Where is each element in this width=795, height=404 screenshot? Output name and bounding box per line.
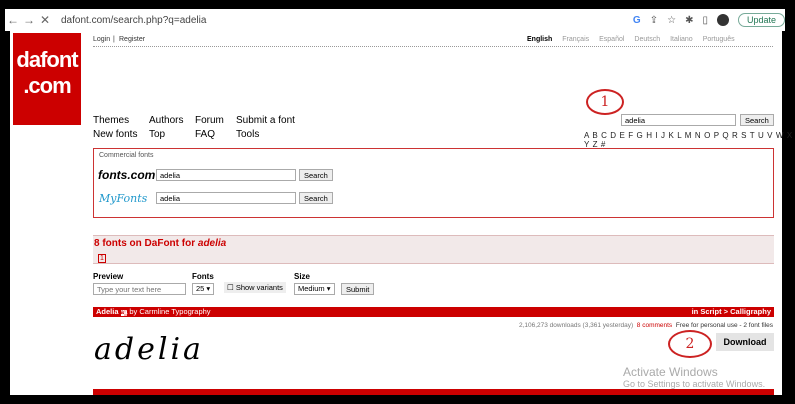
menu-themes[interactable]: Themes xyxy=(93,115,130,126)
submit-button[interactable]: Submit xyxy=(341,283,375,295)
font-title-bar: Adelia aa by Carmline Typography in Scri… xyxy=(93,307,774,317)
lang-deutsch[interactable]: Deutsch xyxy=(634,36,661,43)
menu-submit[interactable]: Submit a font xyxy=(236,115,295,126)
results-query: adelia xyxy=(197,238,227,249)
fonts-select[interactable]: 25 ▾ xyxy=(192,283,215,295)
results-heading: 8 fonts on DaFont for adelia xyxy=(93,236,774,251)
menu-top[interactable]: Top xyxy=(149,129,166,140)
next-font-bar xyxy=(93,389,774,395)
menu-tools[interactable]: Tools xyxy=(236,129,260,140)
license-text: Free for personal use - 2 font files xyxy=(675,322,773,329)
google-icon[interactable]: G xyxy=(632,14,641,26)
preview-label: Preview xyxy=(93,272,124,281)
size-select[interactable]: Medium ▾ xyxy=(294,283,335,295)
size-label: Size xyxy=(294,272,311,281)
fonts-value: 25 xyxy=(196,284,205,293)
font-author[interactable]: by Carmline Typography xyxy=(129,307,211,316)
star-icon[interactable]: ☆ xyxy=(667,14,677,26)
show-variants-checkbox[interactable]: ☐ Show variants xyxy=(224,282,286,293)
register-link[interactable]: Register xyxy=(119,36,146,43)
menu-forum[interactable]: Forum xyxy=(195,115,224,126)
variants-label: Show variants xyxy=(235,283,283,292)
menu-authors[interactable]: Authors xyxy=(149,115,184,126)
annotation-1: 1 xyxy=(586,89,624,115)
separator: | xyxy=(113,36,115,43)
avatar[interactable] xyxy=(716,14,729,26)
font-preview[interactable]: adelia xyxy=(94,332,204,367)
preview-input[interactable] xyxy=(93,283,186,295)
myfonts-search-input[interactable] xyxy=(156,192,296,204)
comments-link[interactable]: 8 comments xyxy=(636,322,673,329)
menu-faq[interactable]: FAQ xyxy=(195,129,216,140)
address-bar[interactable]: dafont.com/search.php?q=adelia xyxy=(61,14,207,26)
size-value: Medium xyxy=(298,284,325,293)
fontscom-search-button[interactable]: Search xyxy=(299,169,333,181)
font-name[interactable]: Adelia xyxy=(96,307,119,316)
windows-watermark: Activate Windows Go to Settings to activa… xyxy=(623,365,765,389)
login-link[interactable]: Login xyxy=(93,36,111,43)
search-input[interactable] xyxy=(621,114,736,126)
annotation-2: 2 xyxy=(668,330,712,358)
download-button[interactable]: Download xyxy=(716,333,774,351)
lang-italiano[interactable]: Italiano xyxy=(670,36,693,43)
page-1-link[interactable]: 1 xyxy=(98,254,106,263)
search-button[interactable]: Search xyxy=(740,114,774,126)
commercial-title: Commercial fonts xyxy=(99,152,154,159)
myfonts-search-button[interactable]: Search xyxy=(299,192,333,204)
alphabet-links[interactable]: A B C D E F G H I J K L M N O P Q R S T … xyxy=(584,131,793,149)
language-list: English Français Español Deutsch Italian… xyxy=(527,36,735,43)
stop-icon[interactable]: ✕ xyxy=(39,13,51,27)
back-icon[interactable]: ← xyxy=(7,13,19,27)
watermark-subtitle: Go to Settings to activate Windows. xyxy=(623,379,766,389)
fontscom-logo[interactable]: fonts.com xyxy=(98,168,156,182)
fonts-label: Fonts xyxy=(192,272,214,281)
results-header: 8 fonts on DaFont for adelia 1 xyxy=(93,235,774,264)
logo-text-com: .com xyxy=(23,73,71,98)
dafont-logo[interactable]: dafont .com xyxy=(13,33,81,125)
lang-espanol[interactable]: Español xyxy=(599,36,625,43)
page xyxy=(10,31,782,395)
results-count: 8 fonts on DaFont for xyxy=(94,238,198,249)
forward-icon[interactable]: → xyxy=(23,13,35,27)
lang-francais[interactable]: Français xyxy=(562,36,590,43)
extensions-icon[interactable]: ✱ xyxy=(685,14,694,26)
watermark-title: Activate Windows xyxy=(623,365,718,379)
fontscom-search-input[interactable] xyxy=(156,169,296,181)
commercial-fonts-box: Commercial fonts fonts.com Search MyFont… xyxy=(93,148,774,218)
sidepanel-icon[interactable]: ▯ xyxy=(702,14,708,26)
divider xyxy=(93,46,773,47)
lang-portugues[interactable]: Português xyxy=(702,36,735,43)
logo-text: dafont xyxy=(16,47,78,72)
myfonts-logo[interactable]: MyFonts xyxy=(99,192,148,205)
font-stats: 2,106,273 downloads (3,361 yesterday) 8 … xyxy=(519,322,773,329)
menu-new-fonts[interactable]: New fonts xyxy=(93,129,138,140)
download-count: 2,106,273 downloads (3,361 yesterday) xyxy=(518,322,634,329)
browser-toolbar: ← → ✕ dafont.com/search.php?q=adelia G ⇪… xyxy=(5,9,785,31)
font-category[interactable]: in Script > Calligraphy xyxy=(691,307,771,316)
lang-english[interactable]: English xyxy=(527,36,553,43)
update-button[interactable]: Update xyxy=(737,13,785,27)
share-icon[interactable]: ⇪ xyxy=(649,14,659,26)
font-flags-icon: a xyxy=(120,310,124,316)
